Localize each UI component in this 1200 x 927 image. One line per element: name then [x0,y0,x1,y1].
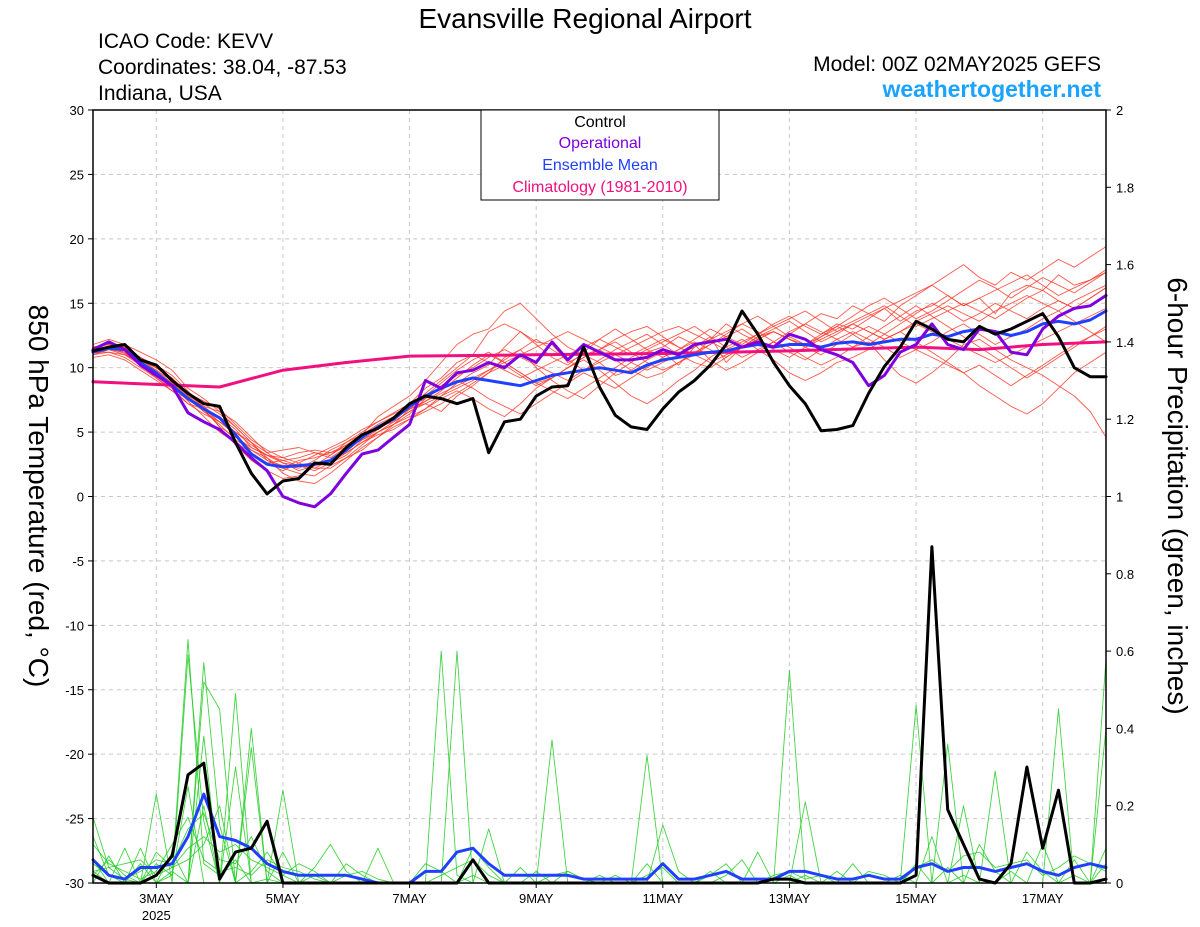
y-left-tick-label: 25 [70,167,84,182]
temp-member-line [92,271,1107,459]
legend-operational: Operational [559,135,642,152]
y-right-tick-label: 1.4 [1116,335,1134,350]
temp-control-line [91,309,1108,496]
legend-box [480,109,720,201]
temp-member-line [92,305,1107,469]
y-right-tick-label: 0.4 [1116,721,1134,736]
x-tick-label: 17MAY [1022,891,1064,906]
precip-member-line [92,727,1107,884]
site-link[interactable]: weathertogether.net [881,76,1101,102]
y-left-tick-label: 20 [70,232,84,247]
y-left-tick-label: 30 [70,103,84,118]
climatology-line [91,340,1108,389]
y-left-tick-label: -30 [65,876,84,891]
y-right-tick-label: 1.6 [1116,258,1134,273]
legend-control: Control [574,114,626,131]
y-left-tick-label: -5 [72,554,84,569]
legend: Control Operational Ensemble Mean Climat… [480,109,720,201]
temp-operational-line [91,294,1108,509]
y-left-tick-label: -15 [65,683,84,698]
model-run: Model: 00Z 02MAY2025 GEFS [813,53,1101,76]
x-tick-label: 13MAY [769,891,811,906]
y-left-tick-label: 0 [77,490,84,505]
x-tick-label: 9MAY [519,891,554,906]
precip-member-line [92,816,1107,884]
y-right-tick-label: 1.2 [1116,412,1134,427]
y-axis-left-label: 850 hPa Temperature (red, °C) [23,305,54,688]
x-tick-label: 7MAY [392,891,427,906]
precip-control-line [91,545,1108,885]
region: Indiana, USA [98,82,222,105]
icao-code: ICAO Code: KEVV [98,30,273,53]
grid [93,110,1106,883]
y-right-tick-label: 1.8 [1116,180,1134,195]
coordinates: Coordinates: 38.04, -87.53 [98,56,347,79]
temp-member-line [92,284,1107,472]
y-left-tick-label: -20 [65,747,84,762]
temp-member-line [92,331,1107,469]
series [91,246,1108,885]
axes: -30-25-20-15-10-505101520253000.20.40.60… [65,103,1134,923]
legend-climatology: Climatology (1981-2010) [512,179,687,196]
x-tick-label: 3MAY [139,891,174,906]
temp-ensemble-mean-line [91,309,1108,469]
y-left-tick-label: -25 [65,812,84,827]
x-tick-sublabel: 2025 [142,908,171,923]
y-left-tick-label: 10 [70,361,84,376]
y-right-tick-label: 0.2 [1116,799,1134,814]
y-right-tick-label: 0.6 [1116,644,1134,659]
precip-ensemble-mean-line [91,792,1108,885]
y-right-tick-label: 2 [1116,103,1123,118]
y-right-tick-label: 0.8 [1116,567,1134,582]
y-right-tick-label: 1 [1116,490,1123,505]
chart-title: Evansville Regional Airport [418,3,751,34]
y-right-tick-label: 0 [1116,876,1123,891]
y-left-tick-label: -10 [65,618,84,633]
y-left-tick-label: 5 [77,425,84,440]
x-tick-label: 5MAY [266,891,301,906]
y-left-tick-label: 15 [70,296,84,311]
temp-member-line [92,287,1107,469]
legend-ensemble-mean: Ensemble Mean [542,157,658,174]
x-tick-label: 11MAY [642,891,683,906]
x-tick-label: 15MAY [895,891,937,906]
y-axis-right-label: 6-hour Precipitation (green, inches) [1162,277,1193,714]
